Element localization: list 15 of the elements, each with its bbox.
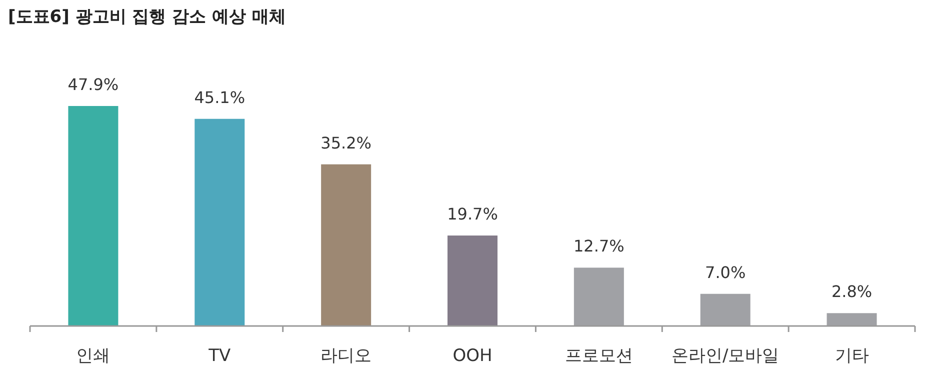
x-tick-label: OOH bbox=[452, 346, 492, 366]
x-tick-label: 라디오 bbox=[320, 346, 372, 366]
data-label: 12.7% bbox=[574, 236, 624, 256]
x-tick-label: 기타 bbox=[834, 346, 869, 366]
x-tick-label: 인쇄 bbox=[76, 346, 110, 366]
data-label: 47.9% bbox=[68, 75, 119, 94]
chart-title: [도표6] 광고비 집행 감소 예상 매체 bbox=[8, 7, 286, 27]
x-tick-label: TV bbox=[208, 346, 232, 366]
x-tick-label: 프로모션 bbox=[564, 346, 633, 366]
data-label: 7.0% bbox=[705, 262, 746, 282]
data-label: 2.8% bbox=[831, 282, 872, 302]
data-label: 45.1% bbox=[194, 88, 246, 107]
x-tick-label: 온라인/모바일 bbox=[671, 346, 780, 366]
data-label: 35.2% bbox=[320, 133, 372, 152]
data-label: 19.7% bbox=[447, 204, 498, 224]
